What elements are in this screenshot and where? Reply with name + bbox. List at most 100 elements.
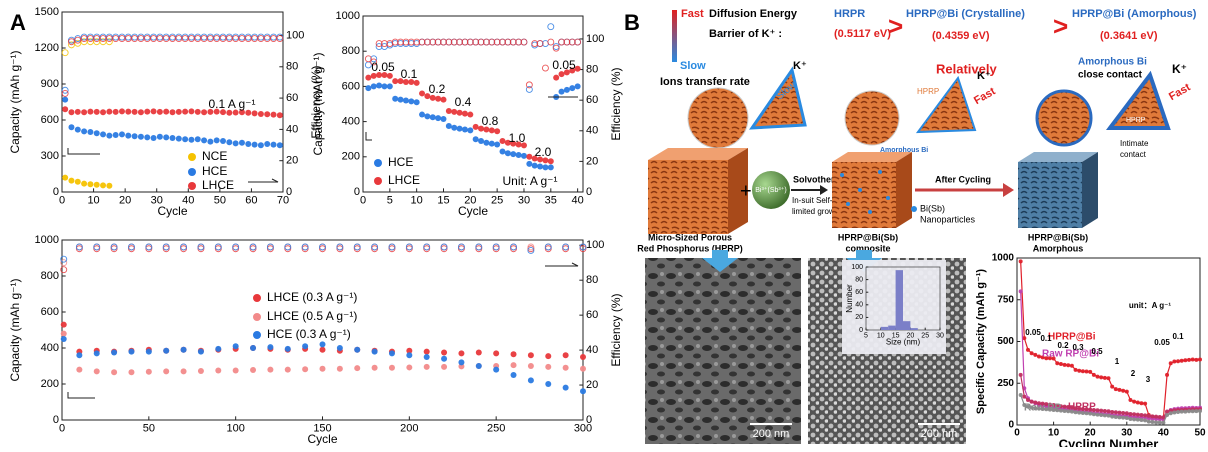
data-point <box>251 110 258 117</box>
legend-label: HPRP@Bi <box>1048 332 1096 343</box>
data-point <box>1077 368 1082 373</box>
data-point <box>1047 356 1052 361</box>
y-tick-label: 40 <box>855 302 863 309</box>
data-point <box>162 245 170 253</box>
y-tick-label: 800 <box>342 45 360 57</box>
data-point <box>1058 408 1063 413</box>
data-point <box>563 38 571 46</box>
data-point <box>1066 363 1071 368</box>
data-point <box>419 90 426 97</box>
y-tick-label: 0 <box>53 186 59 198</box>
data-point <box>553 74 560 81</box>
data-point <box>371 245 379 253</box>
x-tick-label: 20 <box>907 332 915 339</box>
arrow-head <box>1003 183 1014 197</box>
data-point <box>1044 402 1049 407</box>
y2-tick-label: 80 <box>286 61 298 73</box>
data-point <box>1150 419 1155 424</box>
data-point <box>128 245 135 253</box>
data-point <box>1194 357 1199 362</box>
data-point <box>527 352 534 359</box>
data-point <box>574 83 581 90</box>
data-point <box>1190 409 1195 414</box>
particle <box>687 87 749 149</box>
data-point <box>370 58 378 66</box>
data-point <box>353 243 361 251</box>
x-axis-label: Cycle <box>458 204 488 218</box>
data-point <box>93 245 101 253</box>
data-point <box>169 109 176 116</box>
data-point <box>1102 413 1107 418</box>
y2-axis-label: Efficiency (%) <box>609 67 623 140</box>
data-point <box>1084 369 1089 374</box>
data-point <box>267 344 274 351</box>
amorphous-label: Amorphous Bi <box>880 147 928 154</box>
data-point <box>249 245 257 253</box>
caption: composite <box>845 243 890 253</box>
data-point <box>76 366 83 373</box>
annotation: 0.8 <box>482 114 499 128</box>
x-axis-label: Cycle <box>157 204 187 218</box>
data-point <box>60 321 67 328</box>
x-tick-label: 200 <box>400 423 418 435</box>
cube <box>1018 152 1098 228</box>
y-tick-label: 200 <box>41 378 59 390</box>
data-point <box>232 243 240 251</box>
data-point <box>547 164 554 171</box>
x-tick-label: 20 <box>464 195 476 207</box>
data-point <box>499 137 506 144</box>
axis-arrow <box>248 178 279 183</box>
nanoparticle-label: Bi(Sb) <box>920 203 945 213</box>
data-point <box>499 38 506 46</box>
down-arrow <box>702 250 738 272</box>
data-point <box>1051 407 1056 412</box>
precursor-sphere <box>752 171 790 209</box>
data-point <box>60 330 67 337</box>
data-point <box>131 108 138 115</box>
data-point <box>106 132 113 139</box>
data-point <box>145 348 152 355</box>
data-point <box>440 38 447 46</box>
data-point <box>562 384 569 391</box>
data-point <box>461 38 469 46</box>
x-tick-label: 5 <box>864 332 868 339</box>
data-point <box>1183 409 1188 414</box>
data-point <box>74 108 81 115</box>
data-point <box>226 109 233 116</box>
data-point <box>180 245 188 253</box>
data-point <box>150 135 157 141</box>
data-point <box>156 133 163 140</box>
data-point <box>1018 372 1023 377</box>
scale-label: 200 nm <box>753 428 790 440</box>
data-point <box>60 259 68 267</box>
data-point <box>527 363 534 369</box>
data-point <box>118 131 125 138</box>
data-point <box>558 88 565 95</box>
data-point <box>547 23 555 31</box>
y2-tick-label: 0 <box>286 186 292 198</box>
data-point <box>381 40 388 47</box>
x-tick-label: 10 <box>411 195 423 207</box>
data-point <box>544 243 552 251</box>
data-point <box>1121 388 1126 393</box>
data-point <box>1095 408 1100 413</box>
y2-tick-label: 20 <box>286 155 298 167</box>
data-point <box>542 164 549 171</box>
data-point <box>1025 347 1030 352</box>
data-point <box>371 364 378 371</box>
y-tick-label: 900 <box>41 78 59 90</box>
data-point <box>371 243 379 251</box>
data-point <box>434 38 442 46</box>
data-point <box>270 141 277 148</box>
data-point <box>388 243 396 251</box>
data-point <box>1194 409 1199 414</box>
data-point <box>547 38 555 46</box>
data-point <box>245 109 252 116</box>
data-point <box>1161 415 1166 420</box>
data-point <box>62 106 69 113</box>
energy-item: HPRP@Bi (Amorphous) <box>1072 8 1197 20</box>
precursor-label: Bi³⁺(Sb³⁺) <box>755 186 787 194</box>
data-point <box>197 368 204 375</box>
data-point <box>488 38 496 46</box>
data-point <box>93 108 100 115</box>
